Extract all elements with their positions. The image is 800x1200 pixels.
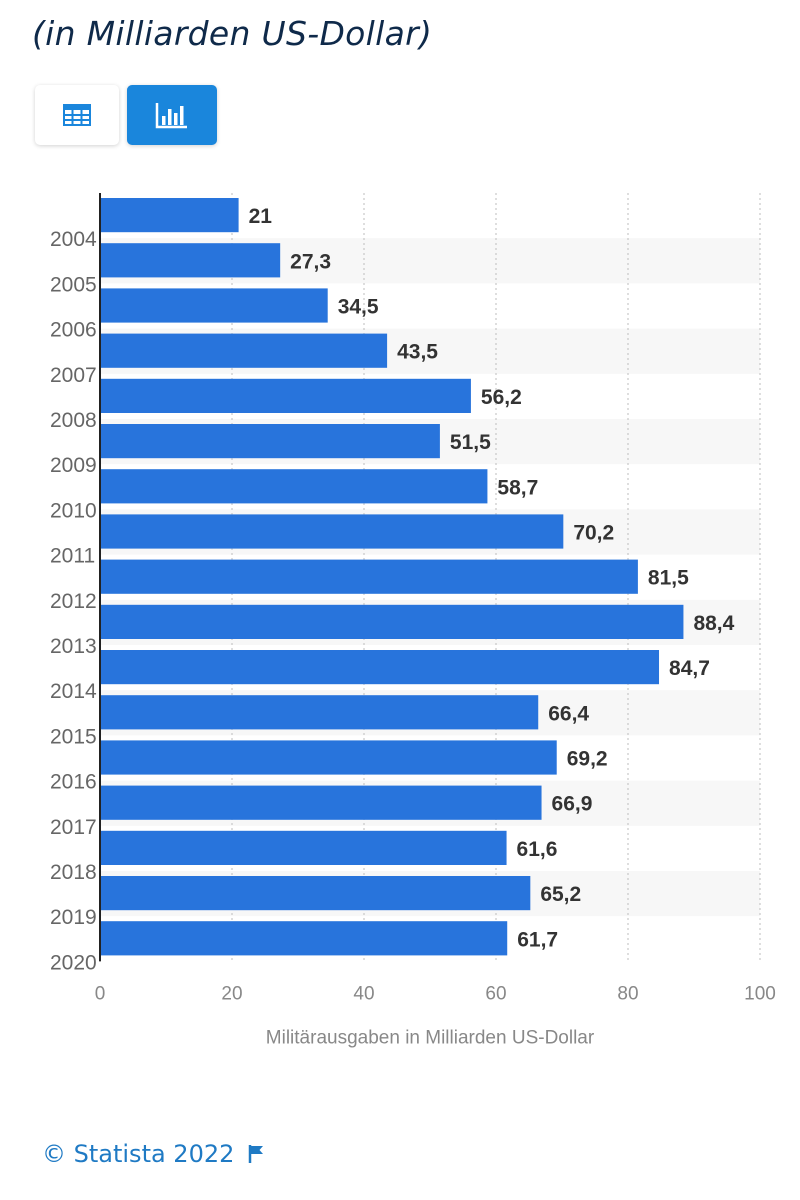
bar bbox=[100, 604, 684, 639]
bar bbox=[100, 740, 557, 775]
data-label: 58,7 bbox=[497, 476, 538, 499]
category-label: 2010 bbox=[50, 499, 97, 522]
category-label: 2018 bbox=[50, 861, 97, 884]
category-label: 2006 bbox=[50, 319, 97, 342]
bar-chart: 21 27,3 34,5 43,5 56,2 51,5 58,7 70,2 81,588,4 84… bbox=[50, 193, 776, 1048]
category-label: 2019 bbox=[50, 906, 97, 929]
bar bbox=[100, 424, 440, 459]
x-tick-label: 60 bbox=[485, 983, 506, 1004]
bar bbox=[100, 785, 542, 820]
bar bbox=[100, 695, 539, 730]
data-label: 66,4 bbox=[548, 702, 589, 725]
data-label: 27,3 bbox=[290, 250, 331, 273]
bar bbox=[100, 876, 531, 911]
bar bbox=[100, 243, 281, 278]
category-label: 2005 bbox=[50, 273, 97, 296]
category-label: 2008 bbox=[50, 409, 97, 432]
category-label: 2009 bbox=[50, 454, 97, 477]
copyright-link[interactable]: © Statista 2022 bbox=[42, 1140, 235, 1168]
bar bbox=[100, 378, 471, 413]
category-label: 2014 bbox=[50, 680, 97, 703]
bar-chart-icon bbox=[155, 103, 187, 129]
x-tick-label: 20 bbox=[221, 983, 242, 1004]
bar bbox=[100, 559, 638, 594]
table-view-button[interactable] bbox=[35, 85, 119, 145]
category-label: 2013 bbox=[50, 635, 97, 658]
category-label: 2011 bbox=[50, 545, 95, 568]
data-label: 70,2 bbox=[573, 522, 614, 545]
category-label: 2012 bbox=[50, 590, 97, 613]
x-tick-label: 0 bbox=[95, 983, 106, 1004]
bar bbox=[100, 469, 488, 504]
bar bbox=[100, 830, 507, 865]
chart-view-button[interactable] bbox=[127, 85, 217, 145]
x-tick-label: 80 bbox=[617, 983, 638, 1004]
data-label: 21 bbox=[249, 205, 273, 228]
data-label: 88,4 bbox=[693, 612, 734, 635]
category-label: 2007 bbox=[50, 364, 97, 387]
category-label: 2004 bbox=[50, 228, 97, 251]
data-label: 66,9 bbox=[552, 793, 593, 816]
data-label: 34,5 bbox=[338, 296, 379, 319]
data-label: 43,5 bbox=[397, 341, 438, 364]
bar bbox=[100, 514, 564, 549]
chart-subtitle: (in Milliarden US-Dollar) bbox=[32, 14, 433, 53]
bar bbox=[100, 288, 328, 323]
data-label: 65,2 bbox=[540, 883, 581, 906]
data-label: 69,2 bbox=[567, 748, 608, 771]
data-label: 61,6 bbox=[517, 838, 558, 861]
category-label: 2020 bbox=[50, 951, 97, 974]
data-label: 56,2 bbox=[481, 386, 522, 409]
category-label: 2017 bbox=[50, 816, 97, 839]
x-axis-title: Militärausgaben in Milliarden US-Dollar bbox=[266, 1027, 595, 1048]
table-icon bbox=[63, 104, 91, 126]
data-label: 84,7 bbox=[669, 657, 710, 680]
category-label: 2015 bbox=[50, 725, 97, 748]
flag-icon[interactable] bbox=[248, 1144, 264, 1164]
bar bbox=[100, 921, 508, 956]
footer: © Statista 2022 bbox=[42, 1140, 264, 1168]
data-label: 51,5 bbox=[450, 431, 491, 454]
x-tick-label: 40 bbox=[353, 983, 374, 1004]
category-label: 2016 bbox=[50, 771, 97, 794]
x-tick-label: 100 bbox=[744, 983, 776, 1004]
data-label: 61,7 bbox=[517, 928, 558, 951]
bar bbox=[100, 650, 660, 685]
bar bbox=[100, 198, 239, 233]
bar bbox=[100, 333, 388, 368]
data-label: 81,5 bbox=[648, 567, 689, 590]
view-toggle bbox=[35, 85, 217, 145]
